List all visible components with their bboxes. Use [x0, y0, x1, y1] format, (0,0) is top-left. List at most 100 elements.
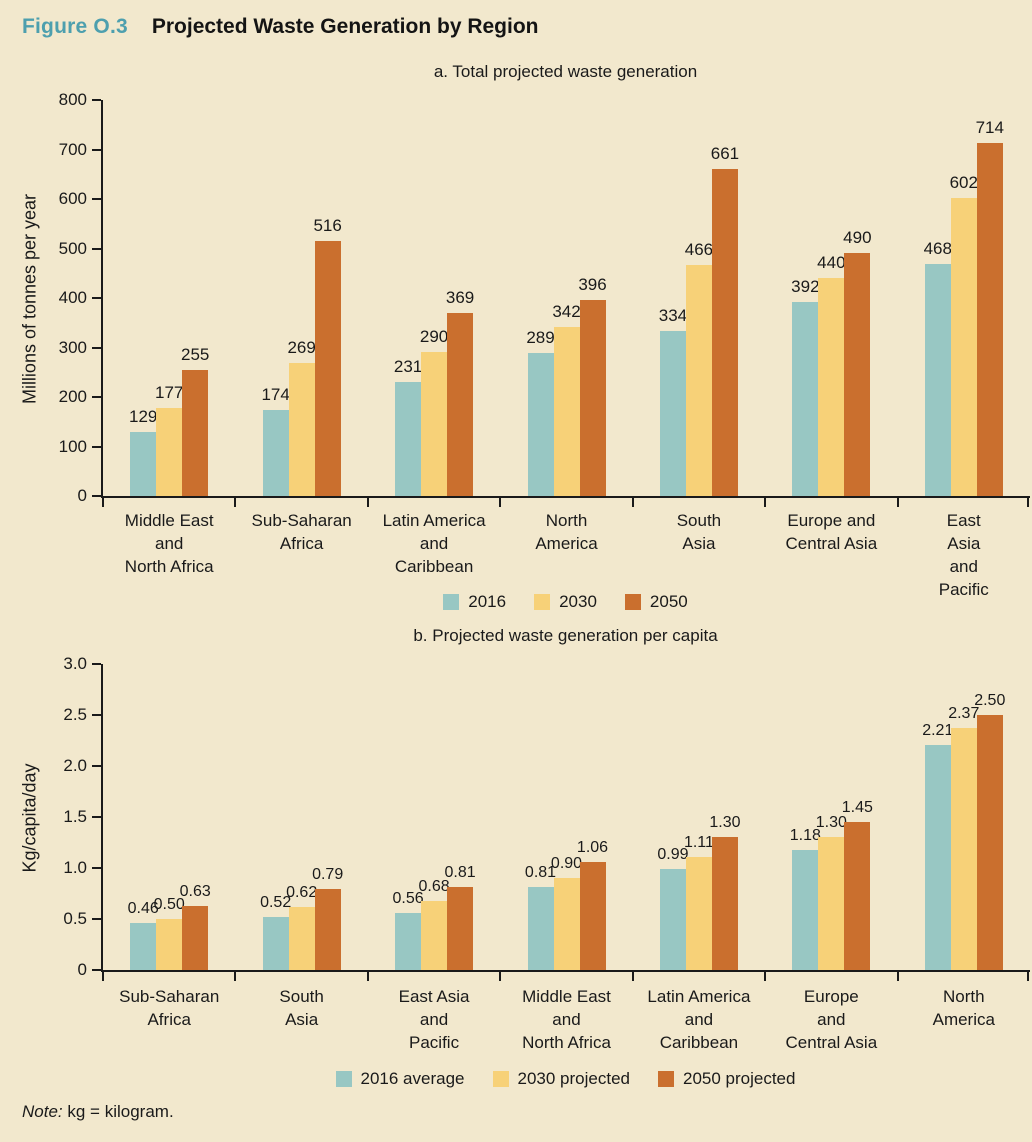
bar-value-label: 516	[313, 215, 342, 235]
bar-value-label: 334	[658, 305, 688, 325]
bar-value-label: 1.30	[709, 814, 741, 832]
bar-2016-2	[262, 916, 289, 970]
bar-2030-4	[553, 878, 580, 970]
bar-2016-6	[792, 301, 819, 496]
bar-2030-7	[950, 728, 977, 970]
chart-a-plot-area: 0 100 200 300 400 500 600 700 800 Middle East and…	[59, 90, 1030, 599]
x-axis-tick	[499, 972, 502, 981]
x-axis-tick	[631, 972, 634, 981]
legend-label: 2016 average	[360, 1069, 465, 1088]
bar-value-label: 602	[949, 173, 978, 193]
category-label: North America	[535, 511, 598, 553]
bar-2016-6	[792, 849, 819, 970]
bar-2016-7	[924, 744, 951, 970]
chart-a-subtitle: a. Total projected waste generation	[433, 62, 698, 81]
bar-value-label: 0.46	[127, 900, 159, 918]
bar-2016-4	[527, 352, 554, 496]
bar-2030-1	[156, 408, 183, 496]
bar-value-label: 1.45	[841, 799, 873, 817]
x-axis-tick	[499, 498, 502, 507]
bar-2050-7	[976, 142, 1003, 496]
bar-2050-4	[579, 299, 606, 496]
bar-value-label: 1.11	[683, 833, 714, 851]
category-label: Middle East and North Africa	[124, 511, 214, 576]
bar-2016-1	[130, 923, 157, 970]
bar-2050-4	[579, 861, 606, 970]
legend-swatch-icon	[335, 1071, 352, 1087]
bar-2030-2	[288, 362, 315, 496]
figure-header: Figure O.3 Projected Waste Generation by…	[22, 15, 539, 39]
y-axis-tick	[92, 148, 101, 151]
bar-2016-5	[659, 869, 686, 970]
bar-value-label: 714	[975, 117, 1004, 137]
legend-label: 2030	[559, 592, 597, 611]
y-axis-tick-label: 1.0	[63, 858, 87, 877]
y-axis-tick-label: 0.5	[63, 909, 87, 928]
x-axis-tick	[896, 972, 899, 981]
bar-2016-5	[659, 330, 686, 496]
bar-2016-2	[262, 409, 289, 496]
bar-2050-3	[447, 887, 474, 970]
y-axis-tick	[92, 396, 101, 398]
legend-item: 2016	[443, 592, 506, 612]
bar-value-label: 490	[843, 228, 872, 248]
x-axis-tick	[1027, 498, 1029, 507]
note-text: kg = kilogram.	[67, 1102, 174, 1121]
category-label: North America	[932, 987, 995, 1029]
figure-title: Projected Waste Generation by Region	[151, 15, 539, 38]
x-axis-tick	[1027, 972, 1029, 981]
bar-value-label: 0.56	[392, 889, 424, 907]
legend-swatch-icon	[657, 1071, 674, 1087]
bar-value-label: 661	[710, 143, 740, 163]
bar-value-label: 177	[155, 383, 184, 403]
bar-value-label: 466	[684, 240, 714, 260]
legend-item: 2050 projected	[657, 1069, 796, 1089]
y-axis-tick	[92, 247, 101, 250]
y-axis-tick	[92, 663, 101, 665]
legend-swatch-icon	[443, 594, 460, 610]
y-axis-tick-label: 700	[58, 139, 87, 159]
x-axis-tick	[366, 498, 369, 507]
y-axis-tick	[92, 495, 101, 497]
bar-value-label: 2.50	[974, 692, 1006, 709]
y-axis-tick	[92, 765, 101, 767]
bar-2050-5	[711, 837, 738, 970]
x-axis-tick	[102, 972, 104, 981]
y-axis-tick	[92, 99, 101, 101]
category-label: Latin America and Caribbean	[382, 511, 486, 576]
y-axis-tick-label: 300	[58, 337, 87, 357]
legend-item: 2016 average	[335, 1069, 465, 1089]
x-axis-tick	[234, 972, 237, 981]
bar-value-label: 1.18	[789, 826, 821, 844]
legend-label: 2030 projected	[517, 1069, 630, 1088]
legend-swatch-icon	[624, 594, 641, 610]
bar-value-label: 0.90	[550, 855, 583, 873]
bar-2016-7	[924, 264, 951, 496]
category-label: Europe and Central Asia	[785, 987, 878, 1052]
figure-note: Note: kg = kilogram.	[22, 1102, 174, 1122]
bar-value-label: 231	[393, 356, 423, 376]
y-axis-tick	[92, 445, 101, 448]
bar-2030-3	[421, 352, 448, 496]
y-axis-tick-label: 400	[58, 288, 87, 307]
chart-a-legend: 2016 2030 2050	[101, 592, 1030, 612]
bar-2050-6	[844, 822, 871, 970]
legend-swatch-icon	[534, 594, 551, 610]
bar-2050-1	[182, 369, 209, 496]
bar-2030-2	[288, 906, 315, 970]
bar-2050-6	[844, 253, 871, 496]
y-axis-tick-label: 100	[58, 436, 87, 456]
chart-b-subtitle: b. Projected waste generation per capita	[413, 626, 718, 645]
bar-2030-6	[818, 278, 845, 496]
x-axis-tick	[234, 498, 237, 507]
y-axis-tick	[92, 816, 101, 818]
x-axis-tick	[764, 972, 767, 981]
y-axis-tick	[92, 918, 101, 920]
bar-2050-7	[976, 715, 1003, 970]
bar-value-label: 174	[261, 384, 290, 404]
legend-label: 2050 projected	[682, 1069, 796, 1088]
chart-b-y-axis-title: Kg/capita/day	[19, 763, 40, 873]
category-label: South Asia	[279, 987, 324, 1029]
bar-value-label: 0.68	[418, 877, 450, 895]
